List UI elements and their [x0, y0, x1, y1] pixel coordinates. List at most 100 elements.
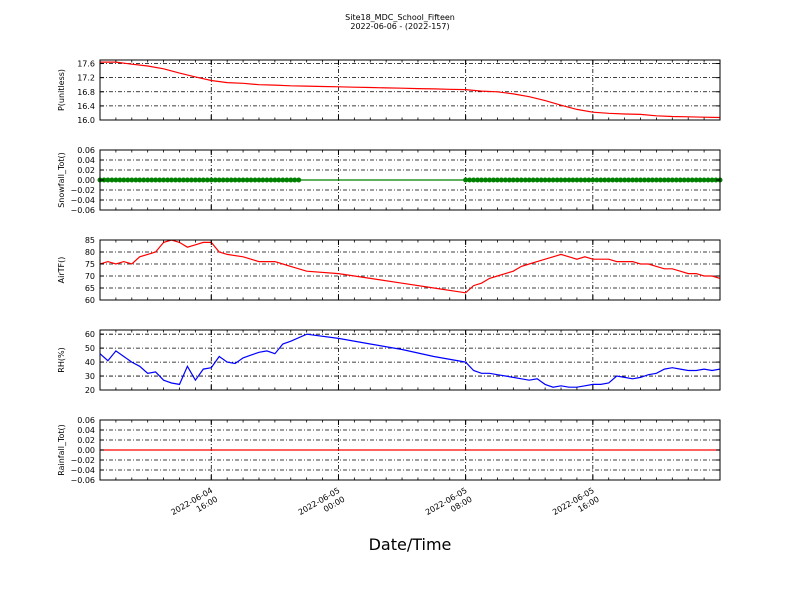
snowfall-point [649, 177, 655, 183]
snowfall-point [602, 177, 608, 183]
p-y-tick-label: 16.8 [77, 88, 95, 97]
x-tick-label: 2022-06-0516:00 [551, 486, 601, 526]
snowfall-point [653, 177, 659, 183]
x-tick-label: 2022-06-0508:00 [424, 486, 474, 526]
snowfall-point [673, 177, 679, 183]
snowfall-point [574, 177, 580, 183]
rh-y-tick-label: 50 [85, 344, 95, 353]
snowfall-point [260, 177, 266, 183]
panels: 16.016.416.817.217.6P(unitless)−0.06−0.0… [57, 59, 723, 485]
snowfall-point [685, 177, 691, 183]
rh-axes-frame [99, 329, 721, 391]
snowfall-y-tick-label: 0.04 [77, 156, 95, 165]
rainfall-y-tick-label: 0.06 [77, 416, 95, 425]
snowfall-point [137, 177, 143, 183]
x-tick-labels: 2022-06-0416:00 2022-06-0500:00 2022-06-05… [170, 486, 601, 526]
snowfall-point [153, 177, 159, 183]
snowfall-y-tick-label: −0.02 [70, 186, 95, 195]
snowfall-point [121, 177, 127, 183]
p-y-tick-label: 17.2 [77, 74, 95, 83]
snowfall-point [125, 177, 131, 183]
airtf-y-tick-label: 65 [85, 284, 95, 293]
snowfall-point [188, 177, 194, 183]
snowfall-point [705, 177, 711, 183]
airtf-panel: 60 65 70 75 80 85 AirTF() [57, 236, 721, 305]
snowfall-point [467, 177, 473, 183]
snowfall-point [173, 177, 178, 183]
snowfall-point [502, 177, 508, 183]
airtf-y-axis-label: AirTF() [57, 257, 66, 284]
snowfall-point [590, 177, 596, 183]
snowfall-point [530, 177, 536, 183]
snowfall-point [669, 177, 675, 183]
snowfall-point [129, 177, 135, 183]
rainfall-y-tick-label: −0.04 [70, 466, 95, 475]
x-tick-label: 2022-06-0416:00 [170, 486, 220, 526]
snowfall-point [483, 177, 488, 183]
snowfall-point [288, 177, 294, 183]
p-y-axis-label: P(unitless) [57, 69, 66, 111]
airtf-series-line [100, 240, 720, 294]
snowfall-point [618, 177, 624, 183]
snowfall-point [681, 177, 687, 183]
snowfall-y-tick-label: 0.06 [77, 146, 95, 155]
snowfall-point [689, 177, 695, 183]
snowfall-point [105, 177, 111, 183]
snowfall-point [284, 177, 290, 183]
snowfall-point [177, 177, 182, 183]
snowfall-point [610, 177, 616, 183]
snowfall-point [113, 177, 119, 183]
snowfall-point [236, 177, 242, 183]
rh-y-tick-label: 20 [85, 386, 95, 395]
rh-y-tick-label: 40 [85, 358, 95, 367]
snowfall-point [586, 177, 592, 183]
snowfall-point [494, 177, 500, 183]
snowfall-point [542, 177, 548, 183]
snowfall-panel: −0.06−0.04−0.020.000.020.040.06 Snowfall_… [57, 146, 723, 215]
snowfall-point [570, 177, 576, 183]
snowfall-point [526, 177, 532, 183]
airtf-y-tick-label: 60 [85, 296, 95, 305]
p-y-tick-label: 16.0 [77, 116, 95, 125]
snowfall-point [514, 177, 520, 183]
rh-panel: 20 30 40 50 60 RH(%) [57, 329, 721, 395]
snowfall-point [638, 177, 643, 183]
snowfall-y-tick-label: −0.06 [70, 206, 95, 215]
snowfall-point [634, 177, 639, 183]
rainfall-y-tick-label: 0.00 [77, 446, 95, 455]
rh-series-line [100, 333, 720, 388]
rainfall-y-tick-label: −0.06 [70, 476, 95, 485]
snowfall-point [665, 177, 671, 183]
snowfall-point [240, 177, 246, 183]
snowfall-y-tick-label: −0.04 [70, 196, 95, 205]
snowfall-point [264, 177, 270, 183]
snowfall-point [228, 177, 234, 183]
snowfall-point [157, 177, 163, 183]
snowfall-point [498, 177, 504, 183]
snowfall-point [622, 177, 628, 183]
snowfall-point [248, 177, 254, 183]
snowfall-point [606, 177, 612, 183]
snowfall-point [550, 177, 556, 183]
snowfall-point [208, 177, 214, 183]
snowfall-point [471, 177, 477, 183]
snowfall-point [518, 177, 524, 183]
rh-y-tick-label: 60 [85, 330, 95, 339]
snowfall-axes-frame [99, 149, 721, 211]
snowfall-point [642, 177, 647, 183]
p-panel: 16.0 16.4 16.8 17.2 17.6 P(unitless) [57, 59, 721, 125]
snowfall-y-tick-label: 0.02 [77, 166, 95, 175]
x-axis-label: Date/Time [369, 535, 452, 554]
airtf-y-tick-label: 75 [85, 260, 95, 269]
snowfall-point [224, 177, 230, 183]
snowfall-point [268, 177, 274, 183]
snowfall-point [204, 177, 210, 183]
p-y-tick-label: 17.6 [77, 60, 95, 69]
rainfall-y-tick-label: 0.02 [77, 436, 95, 445]
snowfall-point [145, 177, 151, 183]
snowfall-point [510, 177, 516, 183]
snowfall-point [558, 177, 564, 183]
snowfall-point [463, 177, 469, 183]
airtf-y-tick-label: 80 [85, 248, 95, 257]
